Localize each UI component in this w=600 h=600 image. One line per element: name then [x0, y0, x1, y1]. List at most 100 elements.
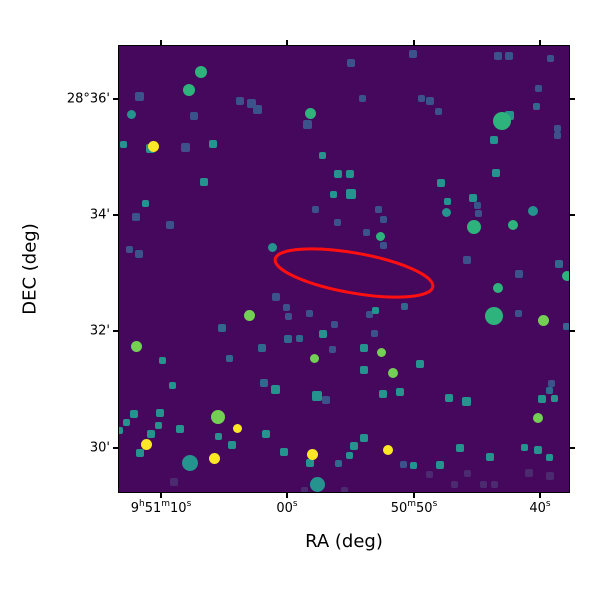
source-marker-square [379, 241, 387, 249]
source-marker-square [329, 190, 337, 198]
source-marker-circle [232, 423, 242, 433]
source-marker-square [534, 84, 542, 92]
source-marker-square [525, 469, 533, 477]
source-marker-square [534, 446, 542, 454]
x-tick-label: 9h51m10s [130, 499, 192, 517]
source-marker-square [168, 381, 176, 389]
source-marker-square [214, 432, 222, 440]
source-marker-square [119, 140, 127, 148]
source-marker-circle [528, 206, 538, 216]
source-marker-square [312, 391, 322, 401]
source-marker-square [347, 59, 355, 67]
source-marker-square [270, 384, 280, 394]
source-marker-square [166, 221, 174, 229]
source-marker-square [456, 444, 464, 452]
source-marker-square [236, 97, 244, 105]
source-marker-square [463, 256, 471, 264]
x-tick-mark [286, 493, 288, 498]
y-tick-mark-right [570, 214, 575, 216]
source-marker-square [547, 379, 555, 387]
source-marker-square [492, 169, 500, 177]
y-tick-mark [113, 98, 118, 100]
source-marker-square [246, 98, 256, 108]
source-marker-square [362, 228, 370, 236]
source-marker-circle [243, 309, 255, 321]
source-marker-square [154, 421, 162, 429]
source-marker-circle [309, 476, 325, 492]
source-marker-square [474, 209, 482, 217]
x-tick-label: 40s [529, 499, 551, 517]
source-marker-square [284, 335, 292, 343]
source-marker-circle [383, 445, 393, 455]
source-marker-circle [183, 84, 195, 96]
source-marker-square [434, 107, 442, 115]
source-marker-square [425, 470, 433, 478]
source-marker-square [346, 170, 354, 178]
source-marker-square [360, 366, 368, 374]
source-marker-circle [533, 413, 543, 423]
source-marker-square [463, 469, 471, 477]
source-marker-square [494, 52, 502, 60]
source-marker-square [450, 480, 458, 488]
source-marker-square [350, 442, 358, 450]
source-marker-square [490, 480, 498, 488]
source-marker-square [550, 394, 558, 402]
source-marker-square [136, 449, 144, 457]
source-marker-circle [304, 107, 316, 119]
source-marker-square [505, 52, 513, 60]
source-marker-square [125, 245, 133, 253]
source-marker-square [553, 131, 561, 139]
source-marker-circle [493, 112, 511, 130]
source-marker-square [252, 104, 262, 114]
source-marker-square [379, 390, 387, 398]
source-marker-circle [537, 314, 549, 326]
source-marker-square [209, 140, 217, 148]
source-marker-square [409, 461, 417, 469]
y-tick-label: 34' [89, 207, 110, 223]
source-marker-circle [493, 283, 503, 293]
source-marker-square [302, 119, 312, 129]
source-marker-square [426, 97, 434, 105]
source-marker-square [437, 179, 445, 187]
source-marker-square [417, 94, 425, 102]
source-marker-square [553, 124, 561, 132]
source-marker-square [399, 460, 407, 468]
source-marker-square [306, 459, 314, 467]
source-marker-square [473, 201, 481, 209]
source-marker-circle [147, 140, 159, 152]
source-marker-square [346, 189, 356, 199]
source-marker-square [360, 434, 368, 442]
source-marker-square [555, 260, 563, 268]
source-marker-circle [467, 220, 481, 234]
source-marker-square [305, 309, 313, 317]
source-marker-square [130, 410, 138, 418]
source-marker-square [280, 448, 288, 456]
x-tick-mark [539, 493, 541, 498]
x-tick-mark-top [413, 40, 415, 45]
source-marker-square [514, 309, 522, 317]
y-tick-mark [113, 447, 118, 449]
source-marker-circle [211, 410, 225, 424]
source-marker-square [225, 354, 233, 362]
source-marker-square [295, 334, 303, 342]
x-tick-label: 00s [276, 499, 298, 517]
source-marker-circle [388, 368, 398, 378]
source-marker-circle [126, 109, 136, 119]
source-marker-circle [376, 347, 386, 357]
source-marker-circle [182, 455, 198, 471]
source-marker-square [436, 461, 444, 469]
x-tick-mark [160, 493, 162, 498]
source-marker-square [284, 312, 292, 320]
y-tick-mark-right [570, 447, 575, 449]
x-axis-label: RA (deg) [305, 531, 383, 552]
source-marker-square [515, 270, 523, 278]
source-marker-circle [441, 207, 451, 217]
source-marker-square [132, 213, 140, 221]
source-marker-square [546, 472, 554, 480]
source-marker-circle [309, 353, 319, 363]
source-marker-square [469, 194, 477, 202]
source-marker-square [135, 250, 143, 258]
x-tick-mark-top [160, 40, 162, 45]
source-marker-square [334, 170, 342, 178]
